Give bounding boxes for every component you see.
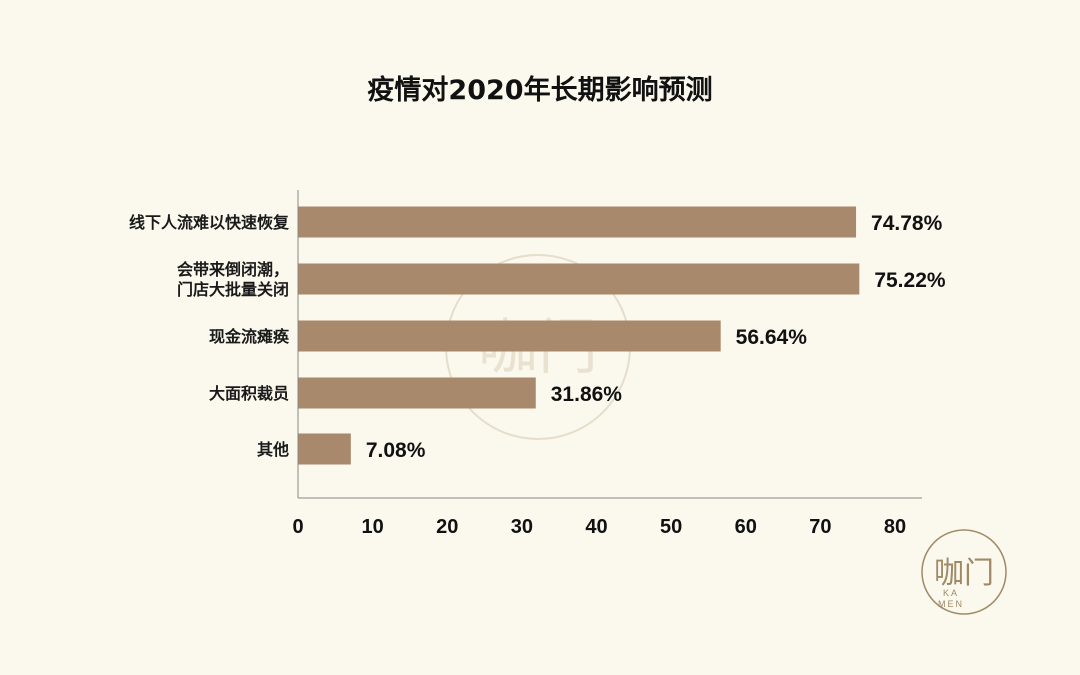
category-label: 其他 bbox=[257, 440, 289, 459]
x-tick-label: 80 bbox=[884, 516, 906, 538]
brand-logo: 咖门 KA MEN bbox=[921, 529, 1007, 615]
logo-text-en-1: KA bbox=[943, 588, 959, 598]
category-label: 现金流瘫痪 bbox=[209, 327, 290, 346]
bar bbox=[298, 320, 721, 352]
logo-text: 咖门 bbox=[934, 556, 994, 591]
value-labels: 74.78% 75.22% 56.64% 31.86% 7.08% bbox=[366, 212, 946, 462]
value-label: 56.64% bbox=[736, 326, 808, 349]
value-label: 74.78% bbox=[871, 212, 943, 235]
value-label: 75.22% bbox=[874, 269, 946, 292]
bar bbox=[298, 206, 857, 238]
category-label: 会带来倒闭潮， bbox=[177, 260, 289, 279]
x-axis: 0 10 20 30 40 50 60 70 80 bbox=[292, 190, 922, 538]
value-label: 7.08% bbox=[366, 439, 426, 462]
x-tick-label: 70 bbox=[809, 516, 831, 538]
logo-text-en-2: MEN bbox=[938, 599, 964, 609]
category-label: 线下人流难以快速恢复 bbox=[129, 213, 290, 232]
x-tick-label: 30 bbox=[511, 516, 533, 538]
x-tick-label: 60 bbox=[735, 516, 757, 538]
bar bbox=[298, 263, 860, 295]
x-tick-label: 50 bbox=[660, 516, 682, 538]
category-label: 大面积裁员 bbox=[209, 384, 289, 403]
logo-circle bbox=[921, 529, 1007, 615]
chart-title: 疫情对2020年长期影响预测 bbox=[367, 74, 712, 106]
bar bbox=[298, 433, 351, 465]
value-label: 31.86% bbox=[551, 383, 623, 406]
bar bbox=[298, 377, 536, 409]
category-label: 门店大批量关闭 bbox=[177, 280, 289, 299]
x-tick-label: 40 bbox=[585, 516, 607, 538]
x-tick-label: 10 bbox=[362, 516, 384, 538]
x-tick-label: 20 bbox=[436, 516, 458, 538]
x-tick-label: 0 bbox=[292, 516, 303, 538]
bars-layer bbox=[298, 206, 860, 465]
